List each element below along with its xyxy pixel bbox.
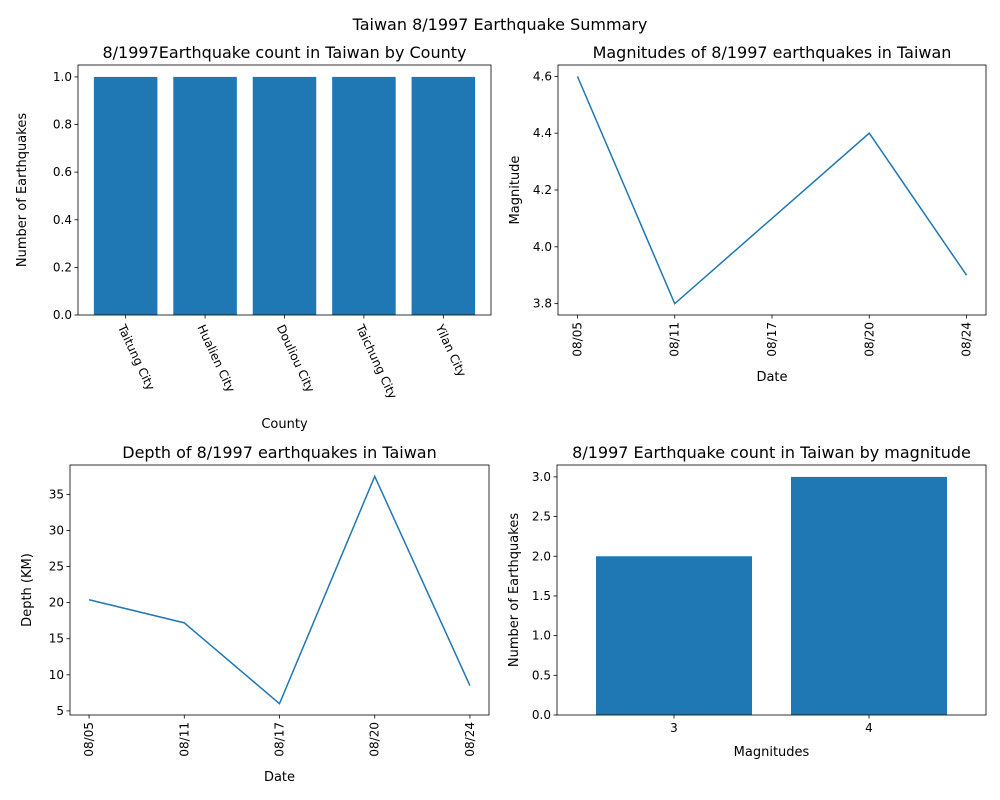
y-tick-label: 0.4 — [53, 213, 72, 227]
y-tick-label: 25 — [49, 560, 64, 574]
line-magnitude-line — [576, 76, 968, 305]
axes-frame — [557, 64, 987, 316]
y-tick-label: 20 — [49, 596, 64, 610]
x-tick-label: 4 — [865, 721, 873, 735]
x-tick-label: Taichung City — [353, 321, 400, 401]
y-axis-label: Number of Earthquakes — [507, 513, 522, 667]
y-tick-label: 2.5 — [532, 510, 551, 524]
x-tick-label: 08/20 — [368, 722, 382, 757]
y-tick-label: 2.0 — [532, 549, 551, 563]
y-tick-label: 0.8 — [53, 118, 72, 132]
x-tick-label: 08/05 — [82, 722, 96, 757]
bar-magnitude-count-0 — [596, 556, 752, 715]
y-tick-label: 0.5 — [532, 668, 551, 682]
bar-county-4 — [411, 76, 476, 316]
y-axis-label: Magnitude — [508, 156, 523, 225]
x-tick-label: 08/11 — [668, 322, 682, 357]
bar-county-3 — [332, 76, 396, 316]
y-axis-label: Depth (KM) — [20, 553, 35, 627]
chart-magnitude-line: Magnitudes of 8/1997 earthquakes in Taiw… — [508, 43, 987, 385]
y-tick-label: 4.4 — [533, 126, 552, 140]
chart-title: 8/1997Earthquake count in Taiwan by Coun… — [102, 43, 466, 62]
x-axis-label: Magnitudes — [734, 745, 810, 760]
chart-title: Magnitudes of 8/1997 earthquakes in Taiw… — [593, 43, 952, 62]
bar-county-1 — [173, 76, 237, 316]
y-tick-label: 1.0 — [53, 70, 72, 84]
y-tick-label: 0.2 — [53, 260, 72, 274]
y-tick-label: 1.5 — [532, 589, 551, 603]
chart-title: 8/1997 Earthquake count in Taiwan by mag… — [572, 443, 971, 462]
x-axis-label: County — [261, 417, 308, 432]
x-tick-label: 08/20 — [862, 322, 876, 357]
x-axis-label: Date — [264, 770, 295, 785]
x-tick-label: Hualien City — [194, 322, 238, 394]
bar-county-2 — [252, 76, 317, 316]
y-tick-label: 0.0 — [53, 308, 72, 322]
bar-county-0 — [93, 76, 158, 316]
y-tick-label: 3.8 — [533, 297, 552, 311]
chart-county: 8/1997Earthquake count in Taiwan by Coun… — [15, 43, 492, 432]
line-depth-line — [88, 474, 471, 705]
chart-magnitude-count: 8/1997 Earthquake count in Taiwan by mag… — [507, 443, 987, 760]
y-tick-label: 0.0 — [532, 708, 551, 722]
axes-frame — [556, 464, 987, 716]
chart-depth-line: Depth of 8/1997 earthquakes in Taiwan 5 10… — [20, 443, 490, 785]
chart-title: Depth of 8/1997 earthquakes in Taiwan — [122, 443, 436, 462]
y-tick-label: 4.2 — [533, 183, 552, 197]
y-tick-label: 15 — [49, 632, 64, 646]
figure-suptitle: Taiwan 8/1997 Earthquake Summary — [352, 15, 648, 34]
y-axis-label: Number of Earthquakes — [15, 113, 30, 267]
x-tick-label: 3 — [670, 721, 678, 735]
x-tick-label: 08/24 — [960, 322, 974, 357]
y-tick-label: 5 — [56, 704, 64, 718]
y-tick-label: 1.0 — [532, 629, 551, 643]
x-tick-label: 08/05 — [570, 322, 584, 357]
x-tick-label: Douliou City — [274, 322, 318, 394]
y-tick-label: 30 — [49, 523, 64, 537]
x-tick-label: Taitung City — [115, 321, 158, 392]
x-tick-label: 08/24 — [463, 722, 477, 757]
x-tick-label: Yilan City — [432, 321, 469, 378]
x-tick-label: 08/11 — [177, 722, 191, 757]
x-tick-label: 08/17 — [273, 722, 287, 757]
y-tick-label: 4.6 — [533, 69, 552, 83]
chart-panels: 8/1997Earthquake count in Taiwan by Coun… — [15, 43, 987, 785]
x-axis-label: Date — [756, 370, 787, 385]
x-tick-label: 08/17 — [765, 322, 779, 357]
y-tick-label: 3.0 — [532, 470, 551, 484]
y-tick-label: 0.6 — [53, 165, 72, 179]
y-tick-label: 35 — [49, 487, 64, 501]
y-tick-label: 10 — [49, 668, 64, 682]
y-tick-label: 4.0 — [533, 240, 552, 254]
bar-magnitude-count-1 — [791, 476, 947, 715]
